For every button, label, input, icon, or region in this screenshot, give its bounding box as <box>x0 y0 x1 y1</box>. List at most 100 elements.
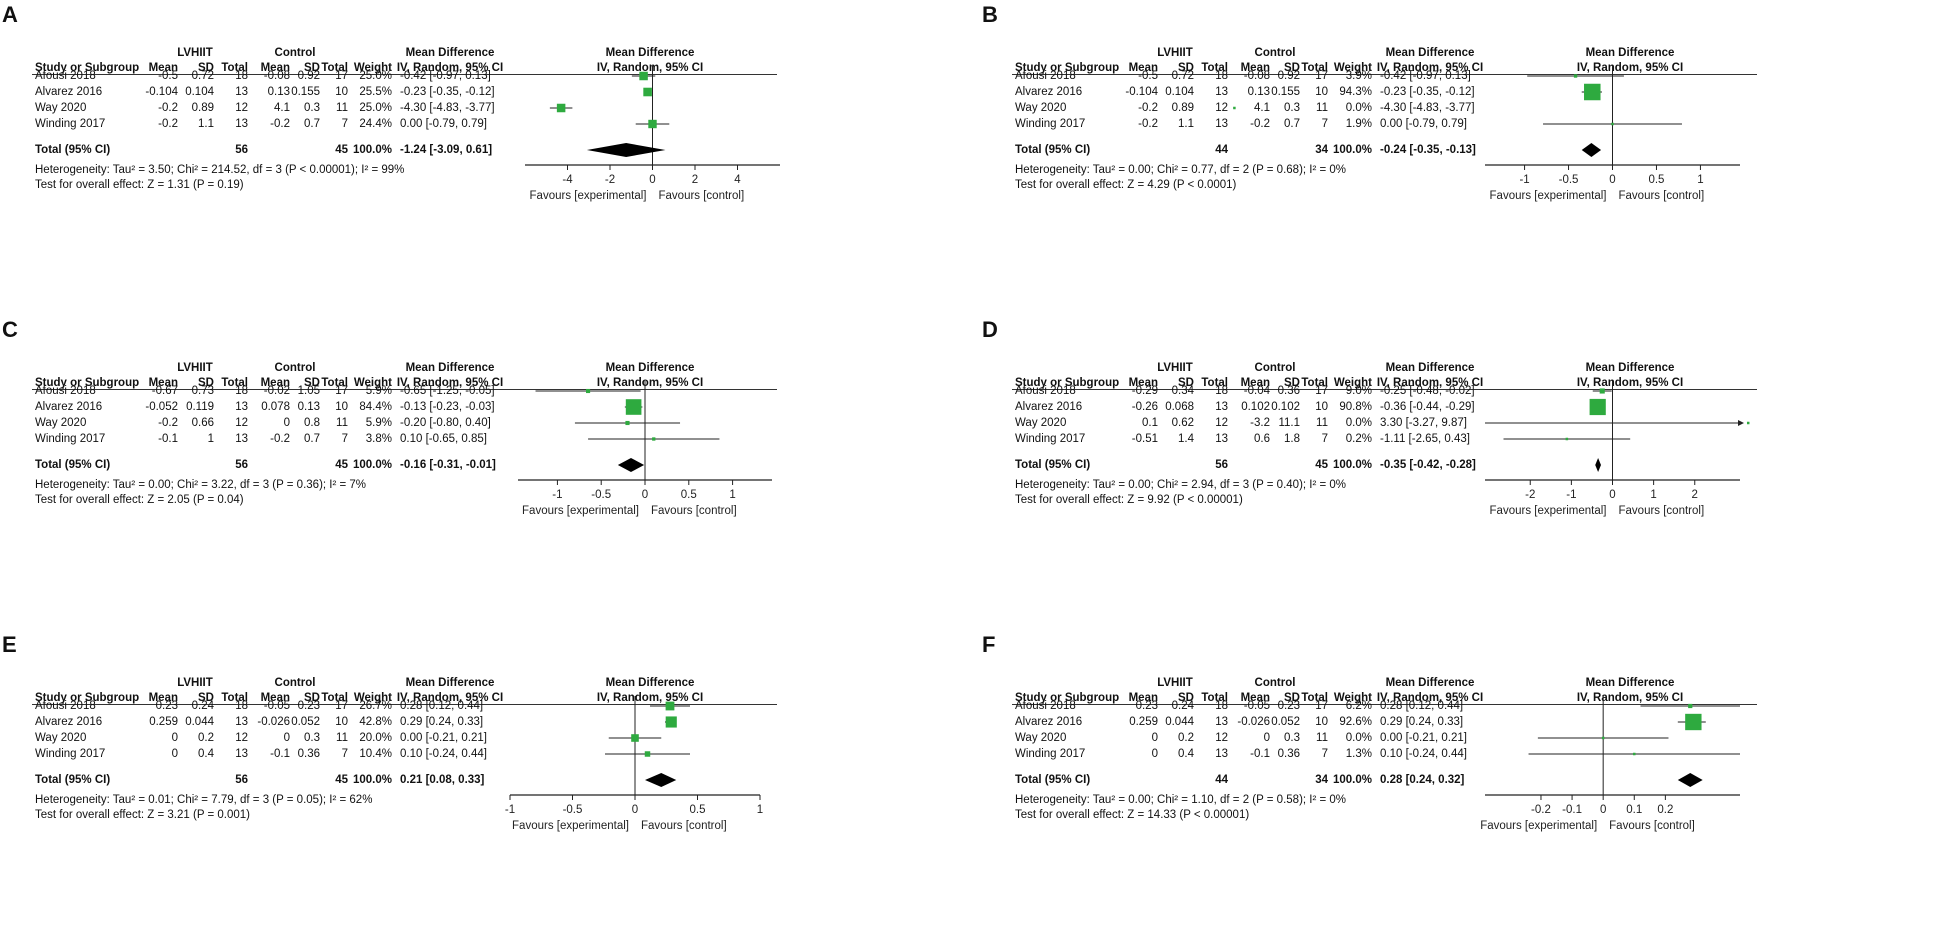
study-weight: 0.0% <box>1345 417 1372 429</box>
total-exp-n: 56 <box>235 144 248 156</box>
study-weight: 20.0% <box>359 732 392 744</box>
x-tick-label: -0.5 <box>591 489 611 501</box>
exp-sd: 0.73 <box>191 385 214 397</box>
ctl-total: 17 <box>1315 700 1328 712</box>
col-method: IV, Random, 95% CI <box>1376 62 1484 74</box>
ctl-total: 10 <box>335 86 348 98</box>
col-ctl-total: Total <box>1301 692 1328 704</box>
total-ci: -0.24 [-0.35, -0.13] <box>1380 144 1476 156</box>
col-weight: Weight <box>1333 62 1372 74</box>
x-tick-label: -2 <box>1525 489 1535 501</box>
total-label: Total (95% CI) <box>35 144 111 156</box>
header-mean-difference-plot: Mean Difference <box>1585 47 1675 59</box>
col-ctl-total: Total <box>321 692 348 704</box>
ctl-mean: 0 <box>283 417 290 429</box>
col-exp-mean: Mean <box>148 692 178 704</box>
study-ci: 0.29 [0.24, 0.33] <box>1380 716 1464 728</box>
exp-total: 18 <box>235 385 248 397</box>
study-ci: -0.42 [-0.97, 0.13] <box>400 70 491 82</box>
exp-mean: -0.2 <box>158 102 178 114</box>
study-weight: 0.0% <box>1345 732 1372 744</box>
ctl-total: 7 <box>341 748 348 760</box>
x-tick-label: 0.5 <box>1648 174 1664 186</box>
exp-sd: 0.2 <box>198 732 214 744</box>
favours-experimental-label: Favours [experimental] <box>1490 505 1607 517</box>
x-tick-label: 0 <box>649 174 655 186</box>
col-method: IV, Random, 95% CI <box>396 62 504 74</box>
ctl-mean: 4.1 <box>274 102 290 114</box>
favours-control-label: Favours [control] <box>659 190 745 202</box>
overall-effect-text: Test for overall effect: Z = 4.29 (P < 0… <box>1015 179 1237 191</box>
header-control: Control <box>274 47 316 59</box>
overall-effect-text: Test for overall effect: Z = 2.05 (P = 0… <box>35 494 244 506</box>
favours-experimental-label: Favours [experimental] <box>1490 190 1607 202</box>
x-tick-label: 0.2 <box>1657 804 1673 816</box>
study-name: Winding 2017 <box>1015 118 1086 130</box>
heterogeneity-text: Heterogeneity: Tau² = 0.00; Chi² = 0.77,… <box>1015 164 1347 176</box>
study-name: Winding 2017 <box>35 748 106 760</box>
total-weight: 100.0% <box>1332 774 1372 786</box>
study-ci: 0.28 [0.12, 0.44] <box>1380 700 1464 712</box>
exp-mean: 0 <box>1151 732 1158 744</box>
total-ctl-n: 34 <box>1315 774 1328 786</box>
exp-total: 13 <box>1215 433 1228 445</box>
col-exp-total: Total <box>221 62 248 74</box>
ctl-sd: 0.13 <box>297 401 320 413</box>
col-method-plot: IV, Random, 95% CI <box>1576 62 1684 74</box>
ctl-sd: 0.052 <box>291 716 320 728</box>
ctl-sd: 0.3 <box>1284 102 1300 114</box>
header-mean-difference-plot: Mean Difference <box>605 677 695 689</box>
col-method: IV, Random, 95% CI <box>396 377 504 389</box>
total-ctl-n: 34 <box>1315 144 1328 156</box>
header-mean-difference-plot: Mean Difference <box>605 362 695 374</box>
col-study: Study or Subgroup <box>1015 377 1120 389</box>
header-mean-difference: Mean Difference <box>405 362 495 374</box>
study-name: Alvarez 2016 <box>35 716 103 728</box>
forest-panel-f: F LVHIIT Control Mean Difference Mean Differ… <box>980 630 1960 945</box>
study-ci: -4.30 [-4.83, -3.77] <box>400 102 495 114</box>
study-ci: 0.29 [0.24, 0.33] <box>400 716 484 728</box>
ctl-total: 17 <box>335 70 348 82</box>
col-exp-mean: Mean <box>148 62 178 74</box>
col-ctl-sd: SD <box>304 377 320 389</box>
header-mean-difference-plot: Mean Difference <box>1585 677 1675 689</box>
favours-control-label: Favours [control] <box>1609 820 1695 832</box>
study-weight: 6.2% <box>1345 700 1372 712</box>
ctl-sd: 1.8 <box>1284 433 1300 445</box>
header-rule <box>1012 389 1757 390</box>
x-tick-label: -0.2 <box>1531 804 1551 816</box>
study-name: Winding 2017 <box>1015 433 1086 445</box>
header-lvhiit: LVHIIT <box>177 362 213 374</box>
study-weight: 3.9% <box>1345 70 1372 82</box>
exp-total: 12 <box>1215 102 1228 114</box>
ctl-mean: -0.08 <box>1243 70 1270 82</box>
study-ci: -0.42 [-0.97, 0.13] <box>1380 70 1471 82</box>
total-ci: -0.35 [-0.42, -0.28] <box>1380 459 1476 471</box>
exp-total: 18 <box>235 700 248 712</box>
col-exp-sd: SD <box>198 692 214 704</box>
x-tick-label: 1 <box>757 804 763 816</box>
study-marker <box>625 420 630 426</box>
ctl-sd: 0.23 <box>297 700 320 712</box>
col-method-plot: IV, Random, 95% CI <box>596 692 704 704</box>
exp-total: 13 <box>235 86 248 98</box>
exp-mean: -0.5 <box>158 70 178 82</box>
study-weight: 5.9% <box>365 417 392 429</box>
exp-sd: 0.89 <box>1171 102 1194 114</box>
ctl-total: 17 <box>335 385 348 397</box>
col-exp-mean: Mean <box>1128 62 1158 74</box>
forest-panel-c: C LVHIIT Control Mean Difference Mean Differ… <box>0 315 980 630</box>
exp-total: 18 <box>235 70 248 82</box>
col-ctl-mean: Mean <box>260 62 290 74</box>
study-weight: 9.0% <box>1345 385 1372 397</box>
study-name: Way 2020 <box>1015 732 1067 744</box>
ctl-total: 7 <box>1321 748 1328 760</box>
ctl-mean: -0.2 <box>270 433 290 445</box>
study-ci: 0.10 [-0.24, 0.44] <box>400 748 487 760</box>
col-ctl-mean: Mean <box>1240 692 1270 704</box>
x-tick-label: 0 <box>1609 489 1615 501</box>
x-tick-label: 0.5 <box>681 489 697 501</box>
pooled-diamond <box>586 143 666 157</box>
heterogeneity-text: Heterogeneity: Tau² = 0.00; Chi² = 2.94,… <box>1015 479 1347 491</box>
exp-sd: 0.89 <box>191 102 214 114</box>
